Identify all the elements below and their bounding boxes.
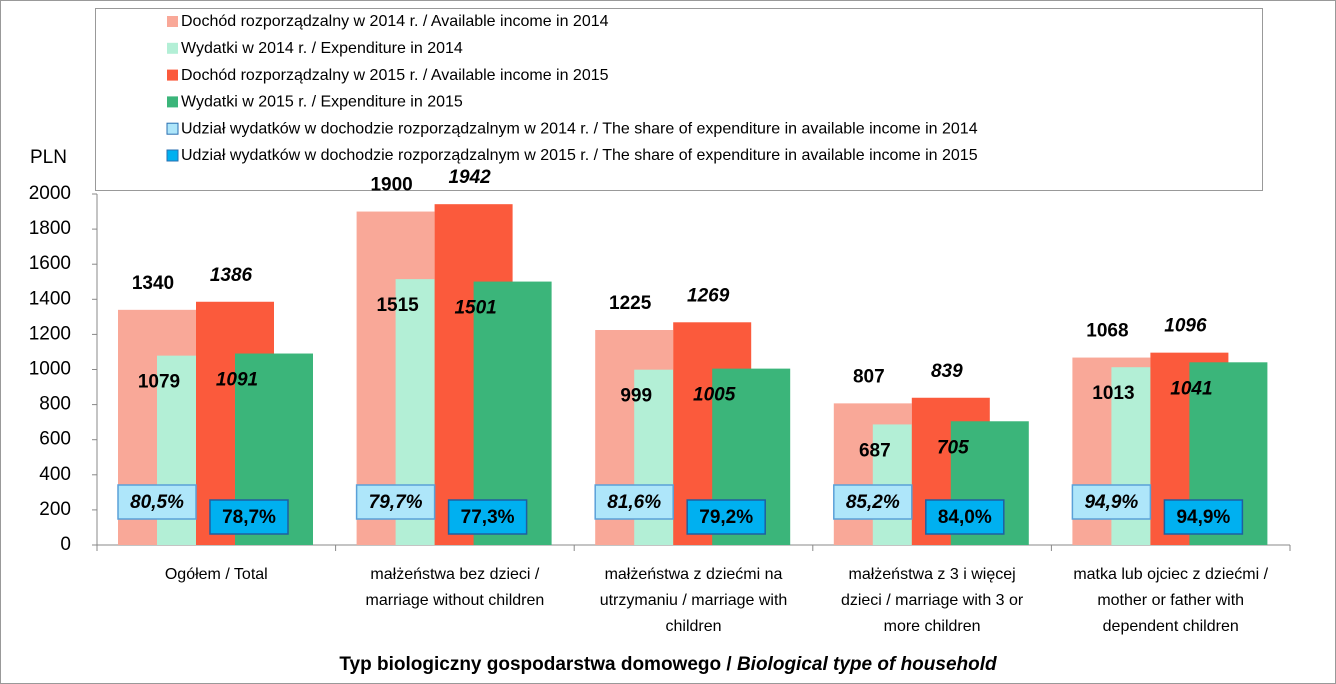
share-box (355, 484, 436, 520)
value-label: 687 (859, 440, 891, 461)
legend-swatch (167, 96, 178, 108)
share-label: 78,7% (222, 507, 276, 528)
share-label: 84,0% (938, 507, 992, 528)
share-box (686, 499, 766, 535)
share-box (833, 484, 913, 520)
share-box (1071, 484, 1152, 520)
y-axis-label: PLN (30, 147, 67, 168)
y-tick-label: 200 (39, 499, 71, 520)
legend-swatch (166, 149, 179, 162)
y-tick-label: 2000 (29, 183, 71, 204)
y-tick-label: 400 (39, 464, 71, 485)
x-tick-label: marriage without children (366, 592, 545, 609)
value-label: 1041 (1170, 378, 1212, 399)
share-label: 85,2% (846, 492, 900, 513)
y-tick-label: 1200 (29, 323, 71, 344)
legend-label: Dochód rozporządzalny w 2015 r. / Availa… (181, 67, 609, 84)
y-tick-label: 800 (39, 394, 71, 415)
y-tick-label: 0 (60, 534, 71, 555)
legend-swatch (167, 16, 178, 27)
y-tick-label: 600 (39, 429, 71, 450)
value-label: 999 (620, 386, 652, 407)
value-label: 1340 (132, 273, 174, 294)
y-tick-label: 1600 (29, 253, 71, 274)
value-label: 705 (937, 437, 969, 458)
value-label: 1079 (138, 372, 180, 393)
value-label: 1386 (210, 265, 253, 286)
share-label: 79,7% (369, 492, 423, 513)
x-tick-label: Ogółem / Total (165, 566, 268, 583)
value-label: 1900 (370, 175, 412, 196)
value-label: 1091 (216, 370, 258, 391)
value-label: 807 (853, 366, 885, 387)
legend-swatch (167, 69, 178, 81)
share-box (209, 499, 289, 535)
value-label: 1068 (1086, 321, 1128, 342)
x-axis-label-part: Biological type of household (737, 654, 997, 675)
x-tick-label: małżeństwa bez dzieci / (370, 566, 540, 583)
legend-label: Udział wydatków w dochodzie rozporządzal… (181, 120, 978, 137)
x-axis-label: Typ biologiczny gospodarstwa domowego / … (339, 654, 997, 675)
share-label: 77,3% (461, 507, 515, 528)
x-tick-label: matka lub ojciec z dziećmi / (1073, 566, 1268, 583)
share-box (925, 499, 1005, 535)
legend-label: Wydatki w 2014 r. / Expenditure in 2014 (181, 40, 463, 57)
value-label: 1096 (1164, 316, 1207, 337)
share-label: 79,2% (699, 507, 753, 528)
value-label: 839 (931, 361, 963, 382)
share-box (1163, 499, 1244, 535)
share-label: 94,9% (1084, 492, 1138, 513)
legend-swatch (167, 42, 178, 54)
legend-label: Wydatki w 2015 r. / Expenditure in 2015 (181, 94, 463, 111)
legend-box (95, 8, 1263, 191)
legend-swatch (166, 122, 179, 135)
x-tick-label: utrzymaniu / marriage with (600, 592, 788, 609)
x-axis-label-part: Typ biologiczny gospodarstwa domowego / (339, 654, 737, 675)
share-label: 81,6% (607, 492, 661, 513)
y-tick-label: 1800 (29, 218, 71, 239)
y-tick-label: 1000 (29, 359, 71, 380)
share-label: 80,5% (130, 492, 184, 513)
value-label: 1225 (609, 293, 652, 314)
x-tick-label: mother or father with (1097, 592, 1244, 609)
value-label: 1515 (376, 295, 419, 316)
value-label: 1269 (687, 285, 730, 306)
legend-label: Dochód rozporządzalny w 2014 r. / Availa… (181, 13, 609, 30)
share-label: 94,9% (1176, 507, 1230, 528)
value-label: 1005 (693, 385, 736, 406)
x-tick-label: dependent children (1103, 618, 1239, 635)
share-box (594, 484, 674, 520)
share-box (447, 499, 528, 535)
x-tick-label: małżeństwa z dziećmi na (605, 566, 783, 583)
value-label: 1501 (454, 298, 496, 319)
value-label: 1013 (1092, 383, 1134, 404)
x-tick-label: more children (884, 618, 981, 635)
y-tick-label: 1400 (29, 288, 71, 309)
value-label: 1942 (448, 167, 491, 188)
share-box (117, 484, 197, 520)
x-tick-label: children (665, 618, 721, 635)
legend-label: Udział wydatków w dochodzie rozporządzal… (181, 147, 978, 164)
x-tick-label: małżeństwa z 3 i więcej (849, 566, 1016, 583)
x-tick-label: dzieci / marriage with 3 or (841, 592, 1024, 609)
